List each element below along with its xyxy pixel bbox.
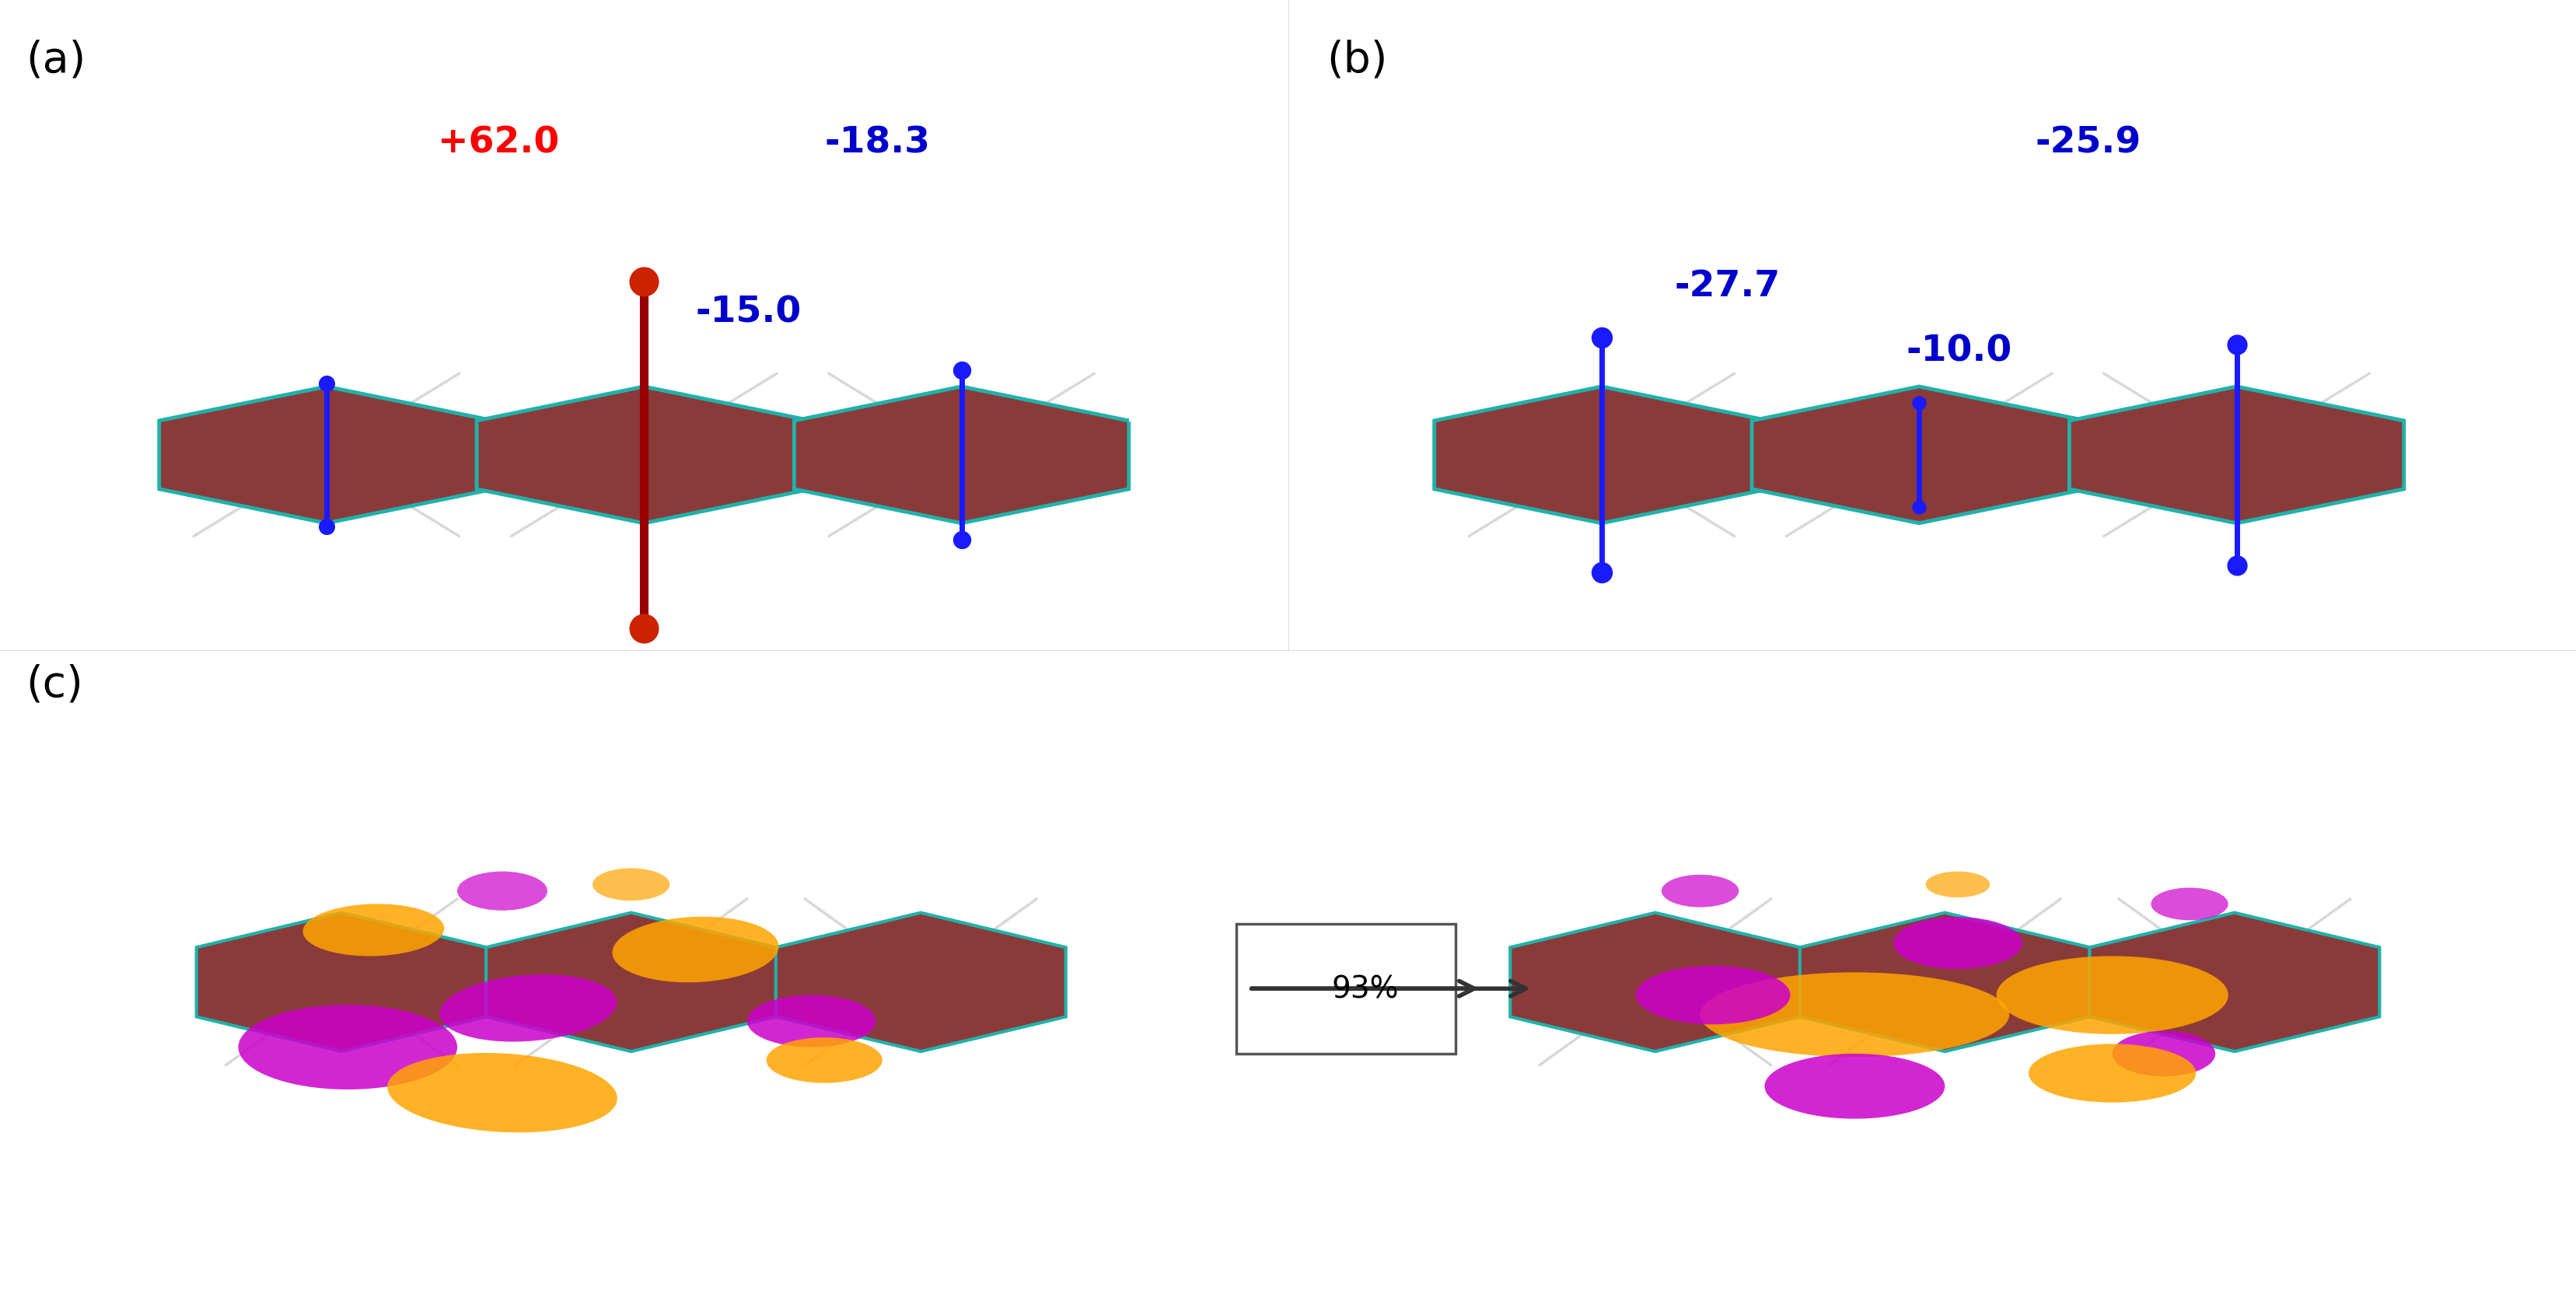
Point (623, 618, 665, 639)
Text: -25.9: -25.9 (2035, 126, 2141, 160)
Polygon shape (1801, 913, 2089, 1051)
Text: (b): (b) (1327, 39, 1388, 81)
Text: 93%: 93% (1332, 974, 1399, 1003)
Ellipse shape (240, 1004, 459, 1090)
Ellipse shape (1700, 973, 2009, 1056)
Point (2215, 556, 2257, 576)
Polygon shape (487, 913, 775, 1051)
Polygon shape (1435, 388, 1770, 523)
Polygon shape (793, 388, 1128, 523)
Point (940, 530, 981, 550)
Point (940, 360, 981, 381)
Ellipse shape (768, 1038, 884, 1082)
Ellipse shape (2112, 1030, 2215, 1077)
Point (2215, 334, 2257, 355)
Polygon shape (2069, 388, 2403, 523)
Ellipse shape (1893, 917, 2022, 969)
Ellipse shape (1927, 872, 1991, 898)
Text: +62.0: +62.0 (438, 126, 559, 160)
Polygon shape (775, 913, 1066, 1051)
Ellipse shape (1996, 956, 2228, 1034)
Point (1899, 497, 1940, 518)
Polygon shape (196, 913, 487, 1051)
Text: (a): (a) (26, 39, 85, 81)
Polygon shape (2089, 913, 2380, 1051)
Polygon shape (160, 388, 495, 523)
Text: -18.3: -18.3 (824, 126, 930, 160)
Point (1582, 328, 1623, 349)
Text: -10.0: -10.0 (1906, 334, 2012, 368)
Ellipse shape (592, 869, 670, 900)
Ellipse shape (304, 904, 443, 956)
Ellipse shape (2151, 889, 2228, 921)
Ellipse shape (386, 1053, 618, 1133)
Ellipse shape (440, 974, 616, 1042)
Polygon shape (1752, 388, 2087, 523)
Text: -27.7: -27.7 (1674, 269, 1780, 303)
Point (1899, 393, 1940, 414)
Text: -15.0: -15.0 (696, 295, 801, 329)
Polygon shape (477, 388, 811, 523)
Ellipse shape (1765, 1054, 1945, 1119)
Ellipse shape (459, 872, 546, 911)
Ellipse shape (1662, 876, 1739, 908)
Polygon shape (1510, 913, 1801, 1051)
Text: (c): (c) (26, 664, 82, 705)
FancyBboxPatch shape (1236, 924, 1455, 1054)
Point (623, 272, 665, 293)
Point (1582, 562, 1623, 583)
Ellipse shape (2030, 1043, 2195, 1103)
Point (307, 373, 348, 394)
Ellipse shape (1636, 965, 1790, 1025)
Point (307, 516, 348, 537)
Ellipse shape (613, 917, 778, 982)
Ellipse shape (747, 995, 876, 1047)
